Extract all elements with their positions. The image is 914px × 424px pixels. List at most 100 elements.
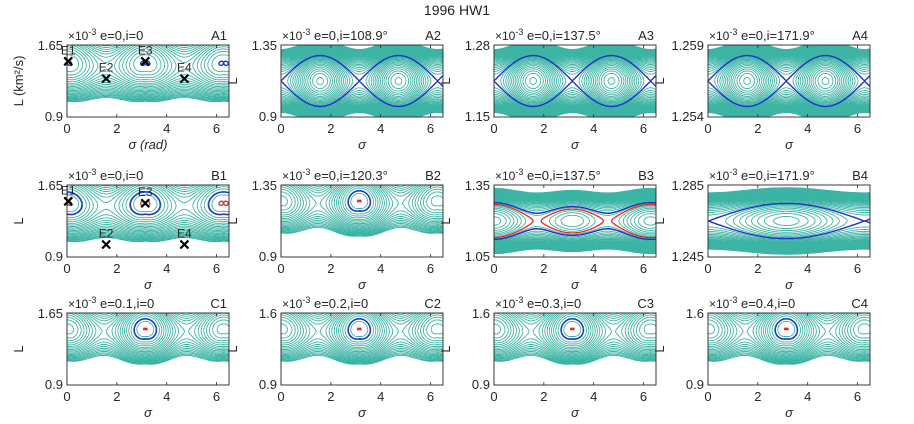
y-axis-label: L — [11, 345, 26, 352]
separatrix-blue — [347, 190, 371, 212]
y-tick-label-top: 1.6 — [259, 306, 277, 321]
panel-id: B3 — [638, 168, 654, 183]
axes-box — [493, 312, 657, 386]
axes-box — [493, 184, 657, 258]
x-tick-label: 0 — [490, 261, 497, 276]
subplot-c4: 0 2 4 6 1.6 0.9 ×10-3 e=0.4,i=0 C4 σ L — [652, 295, 871, 420]
x-tick-label: 4 — [804, 389, 811, 404]
axes-box — [66, 184, 230, 258]
x-tick-label: 2 — [540, 389, 547, 404]
y-tick-label-bottom: 0.9 — [45, 109, 63, 124]
panel-id: C4 — [851, 296, 868, 311]
equilibrium-marker-e4 — [179, 73, 190, 84]
x-axis-label: σ — [785, 405, 794, 420]
x-tick-label: 4 — [804, 261, 811, 276]
equilibrium-marker-e3 — [140, 198, 151, 209]
y-exponent: ×10-3 e=0,i=0 — [68, 27, 143, 43]
x-tick-label: 0 — [704, 121, 711, 136]
y-tick-label-bottom: 1.254 — [671, 109, 704, 124]
x-axis-label: σ — [571, 277, 580, 292]
x-axis-label: σ — [571, 137, 580, 152]
x-axis-label: σ — [144, 405, 153, 420]
x-tick-label: 2 — [540, 121, 547, 136]
y-axis-label: L — [438, 217, 453, 224]
x-tick-label: 4 — [377, 261, 384, 276]
axes-box — [66, 44, 230, 118]
y-exponent: ×10-3 e=0,i=137.5° — [495, 167, 601, 183]
y-tick-label-top: 1.65 — [38, 306, 63, 321]
x-tick-label: 2 — [113, 121, 120, 136]
equilibrium-marker-e2 — [101, 73, 111, 84]
y-axis-label: L — [438, 345, 453, 352]
subplot-c3: 0 2 4 6 1.6 0.9 ×10-3 e=0.3,i=0 C3 σ L — [438, 295, 657, 420]
y-tick-label-top: 1.65 — [38, 38, 63, 53]
x-tick-label: 2 — [754, 389, 761, 404]
y-axis-label: L (km²/s) — [11, 56, 26, 107]
axes-box — [280, 44, 444, 118]
equilibrium-label: E3 — [138, 185, 153, 199]
axes-box — [280, 312, 444, 386]
axes-box — [707, 184, 871, 258]
x-tick-label: 4 — [163, 121, 170, 136]
equilibrium-label: E4 — [177, 61, 192, 75]
x-tick-label: 0 — [63, 261, 70, 276]
y-axis-label: L — [438, 77, 453, 84]
y-axis-label: L — [652, 345, 667, 352]
y-exponent: ×10-3 e=0,i=171.9° — [709, 27, 815, 43]
subplot-a3: 0 2 4 6 1.28 1.15 ×10-3 e=0,i=137.5° A3 σ L — [438, 27, 657, 152]
separatrix-blue — [708, 54, 870, 108]
x-tick-label: 6 — [640, 121, 647, 136]
panel-id: B2 — [425, 168, 441, 183]
y-axis-label: L — [225, 345, 240, 352]
equilibrium-marker-e2 — [101, 239, 111, 250]
subplot-a4: 0 2 4 6 1.259 1.254 ×10-3 e=0,i=171.9° A4 σ L — [652, 27, 871, 152]
x-axis-label: σ — [785, 137, 794, 152]
subplot-c1: 0 2 4 6 1.65 0.9 ×10-3 e=0.1,i=0 C1 σ L — [11, 295, 230, 420]
separatrix-blue — [133, 318, 157, 340]
x-tick-label: 6 — [854, 121, 861, 136]
panel-id: B4 — [852, 168, 868, 183]
y-tick-label-top: 1.35 — [252, 38, 277, 53]
y-tick-label-bottom: 0.9 — [259, 109, 277, 124]
y-exponent: ×10-3 e=0,i=108.9° — [282, 27, 388, 43]
x-axis-label: σ — [571, 405, 580, 420]
x-tick-label: 6 — [640, 389, 647, 404]
separatrix-blue — [708, 202, 870, 240]
panel-id: B1 — [211, 168, 227, 183]
trajectory-contours — [281, 45, 443, 117]
separatrix-blue — [494, 202, 656, 240]
equilibrium-label: E1 — [61, 183, 76, 197]
y-tick-label-bottom: 0.9 — [259, 377, 277, 392]
subplot-b3: 0 2 4 6 1.35 1.05 ×10-3 e=0,i=137.5° B3 σ L — [438, 167, 657, 292]
separatrix-red — [569, 327, 575, 331]
y-exponent: ×10-3 e=0,i=137.5° — [495, 27, 601, 43]
panel-id: C3 — [637, 296, 654, 311]
equilibrium-label: E4 — [177, 227, 192, 241]
y-tick-label-top: 1.28 — [465, 38, 490, 53]
x-tick-label: 0 — [704, 261, 711, 276]
x-tick-label: 6 — [427, 261, 434, 276]
x-tick-label: 2 — [113, 261, 120, 276]
separatrix-red — [494, 203, 656, 239]
x-tick-label: 6 — [213, 121, 220, 136]
panel-id: A3 — [638, 28, 654, 43]
x-axis-label: σ — [358, 405, 367, 420]
y-exponent: ×10-3 e=0,i=171.9° — [709, 167, 815, 183]
trajectory-contours — [708, 187, 870, 255]
y-tick-label-bottom: 1.15 — [465, 109, 490, 124]
y-tick-label-top: 1.6 — [686, 306, 704, 321]
x-tick-label: 0 — [277, 121, 284, 136]
equilibrium-label: E1 — [61, 43, 76, 57]
separatrix-red — [356, 199, 362, 203]
axes-box — [280, 184, 444, 258]
x-tick-label: 2 — [754, 121, 761, 136]
y-axis-label: L — [225, 77, 240, 84]
separatrix-blue — [560, 318, 584, 340]
x-tick-label: 2 — [327, 389, 334, 404]
x-tick-label: 6 — [854, 389, 861, 404]
separatrix-blue — [347, 318, 371, 340]
x-tick-label: 4 — [590, 389, 597, 404]
x-tick-label: 2 — [754, 261, 761, 276]
equilibrium-marker-e1 — [63, 56, 74, 67]
